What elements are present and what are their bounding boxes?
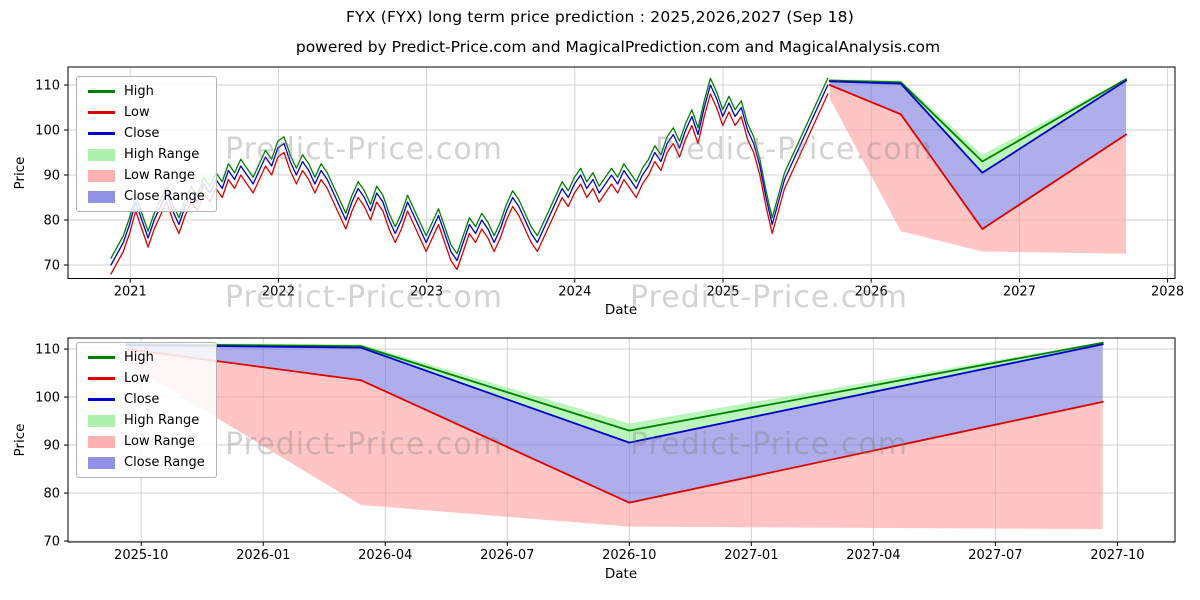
svg-text:80: 80 (43, 487, 60, 502)
svg-text:70: 70 (43, 259, 60, 274)
patch-swatch-icon (88, 435, 115, 448)
legend-item-high-range: High Range (88, 413, 205, 428)
patch-swatch-icon (88, 190, 115, 203)
svg-text:110: 110 (35, 343, 60, 358)
line-swatch-icon (88, 356, 115, 359)
svg-text:2028: 2028 (1151, 285, 1184, 300)
bottom-chart-y-axis-label: Price (12, 423, 28, 457)
line-swatch-icon (88, 90, 115, 93)
svg-text:2027: 2027 (1003, 285, 1036, 300)
legend-label: Close (124, 392, 160, 407)
bottom-chart-legend: High Low Close High Range Low Range Close Ran… (76, 342, 217, 478)
svg-text:110: 110 (35, 79, 60, 94)
svg-text:2025-10: 2025-10 (114, 548, 168, 563)
svg-text:2026-07: 2026-07 (480, 548, 534, 563)
svg-text:80: 80 (43, 214, 60, 229)
legend-item-high-range: High Range (88, 147, 205, 162)
svg-text:2023: 2023 (410, 285, 443, 300)
line-swatch-icon (88, 132, 115, 135)
chart-title: FYX (FYX) long term price prediction : 2… (346, 8, 854, 26)
legend-label: Close (124, 126, 160, 141)
chart-subtitle: powered by Predict-Price.com and Magical… (295, 38, 941, 56)
svg-text:90: 90 (43, 169, 60, 184)
legend-label: High Range (124, 413, 200, 428)
svg-text:2025: 2025 (706, 285, 739, 300)
svg-text:100: 100 (35, 391, 60, 406)
patch-swatch-icon (88, 414, 115, 427)
svg-text:2026-10: 2026-10 (602, 548, 656, 563)
legend-item-close: Close (88, 392, 205, 407)
legend-label: Low Range (124, 168, 195, 183)
legend-label: Low (124, 371, 150, 386)
svg-text:70: 70 (43, 535, 60, 550)
svg-text:2022: 2022 (262, 285, 295, 300)
legend-item-low: Low (88, 371, 205, 386)
svg-text:2027-04: 2027-04 (846, 548, 900, 563)
legend-label: Close Range (124, 455, 205, 470)
legend-item-close-range: Close Range (88, 189, 205, 204)
legend-item-high: High (88, 350, 205, 365)
legend-item-high: High (88, 84, 205, 99)
svg-text:2021: 2021 (114, 285, 147, 300)
bottom-chart-x-axis-label: Date (604, 566, 638, 582)
line-swatch-icon (88, 377, 115, 380)
legend-item-low: Low (88, 105, 205, 120)
legend-item-low-range: Low Range (88, 168, 205, 183)
legend-label: Close Range (124, 189, 205, 204)
svg-text:2027-07: 2027-07 (968, 548, 1022, 563)
top-chart-x-axis-label: Date (604, 302, 638, 318)
patch-swatch-icon (88, 456, 115, 469)
legend-label: High (124, 350, 154, 365)
svg-text:2026-04: 2026-04 (358, 548, 412, 563)
line-swatch-icon (88, 111, 115, 114)
svg-text:2026: 2026 (855, 285, 888, 300)
svg-text:2027-10: 2027-10 (1090, 548, 1144, 563)
legend-item-close: Close (88, 126, 205, 141)
legend-item-low-range: Low Range (88, 434, 205, 449)
svg-text:2026-01: 2026-01 (236, 548, 290, 563)
top-chart-legend: High Low Close High Range Low Range Close Ran… (76, 76, 217, 212)
legend-label: High Range (124, 147, 200, 162)
svg-text:2024: 2024 (558, 285, 591, 300)
patch-swatch-icon (88, 169, 115, 182)
legend-label: Low Range (124, 434, 195, 449)
top-chart-y-axis-label: Price (12, 156, 28, 190)
legend-label: Low (124, 105, 150, 120)
svg-text:100: 100 (35, 124, 60, 139)
svg-text:90: 90 (43, 439, 60, 454)
legend-item-close-range: Close Range (88, 455, 205, 470)
patch-swatch-icon (88, 148, 115, 161)
line-swatch-icon (88, 398, 115, 401)
legend-label: High (124, 84, 154, 99)
svg-text:2027-01: 2027-01 (724, 548, 778, 563)
